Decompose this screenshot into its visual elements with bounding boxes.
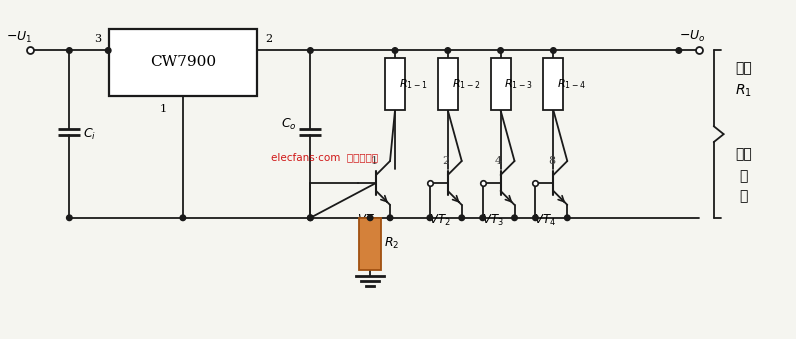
Text: $R_{1-2}$: $R_{1-2}$ (451, 77, 480, 91)
Text: elecfans·com  电子发烧友: elecfans·com 电子发烧友 (271, 152, 377, 162)
Circle shape (105, 48, 111, 53)
Text: 4: 4 (495, 156, 502, 166)
Circle shape (427, 215, 433, 221)
Bar (109, 28, 256, 96)
Text: 输: 输 (739, 169, 747, 183)
Circle shape (480, 215, 486, 221)
Text: $VT_4$: $VT_4$ (534, 213, 556, 228)
Text: $R_{1-1}$: $R_{1-1}$ (399, 77, 427, 91)
Text: CW7900: CW7900 (150, 56, 216, 69)
Text: 2: 2 (443, 156, 450, 166)
Circle shape (498, 48, 503, 53)
Circle shape (307, 48, 313, 53)
Bar (544, 58, 564, 110)
Text: $VT_1$: $VT_1$ (357, 213, 379, 228)
Circle shape (180, 215, 185, 221)
Circle shape (387, 215, 392, 221)
Text: 1: 1 (370, 156, 377, 166)
Text: 等效: 等效 (736, 61, 752, 75)
Text: $C_o$: $C_o$ (281, 117, 296, 132)
Bar (438, 58, 458, 110)
Text: $VT_3$: $VT_3$ (482, 213, 504, 228)
Circle shape (676, 48, 681, 53)
Text: 入: 入 (739, 189, 747, 203)
Circle shape (551, 48, 556, 53)
Text: 8: 8 (548, 156, 555, 166)
Circle shape (392, 48, 398, 53)
Text: $R_2$: $R_2$ (384, 236, 400, 251)
Circle shape (67, 215, 72, 221)
Text: $R_{1-3}$: $R_{1-3}$ (504, 77, 533, 91)
Text: $R_1$: $R_1$ (736, 82, 752, 99)
Text: $VT_2$: $VT_2$ (429, 213, 451, 228)
Circle shape (307, 215, 313, 221)
Circle shape (459, 215, 465, 221)
Circle shape (67, 48, 72, 53)
Text: $R_{1-4}$: $R_{1-4}$ (557, 77, 586, 91)
Circle shape (533, 215, 538, 221)
Text: $C_i$: $C_i$ (83, 126, 96, 142)
Text: $-U_1$: $-U_1$ (6, 30, 33, 45)
Circle shape (445, 48, 451, 53)
Bar (359, 218, 381, 270)
Text: $-U_o$: $-U_o$ (680, 29, 706, 44)
Text: 逻辑: 逻辑 (736, 147, 752, 161)
Bar (490, 58, 510, 110)
Circle shape (367, 215, 373, 221)
Circle shape (512, 215, 517, 221)
Text: 3: 3 (94, 34, 101, 43)
Text: 1: 1 (159, 104, 166, 114)
Bar (385, 58, 405, 110)
Circle shape (564, 215, 570, 221)
Text: 2: 2 (265, 34, 272, 43)
Circle shape (307, 215, 313, 221)
